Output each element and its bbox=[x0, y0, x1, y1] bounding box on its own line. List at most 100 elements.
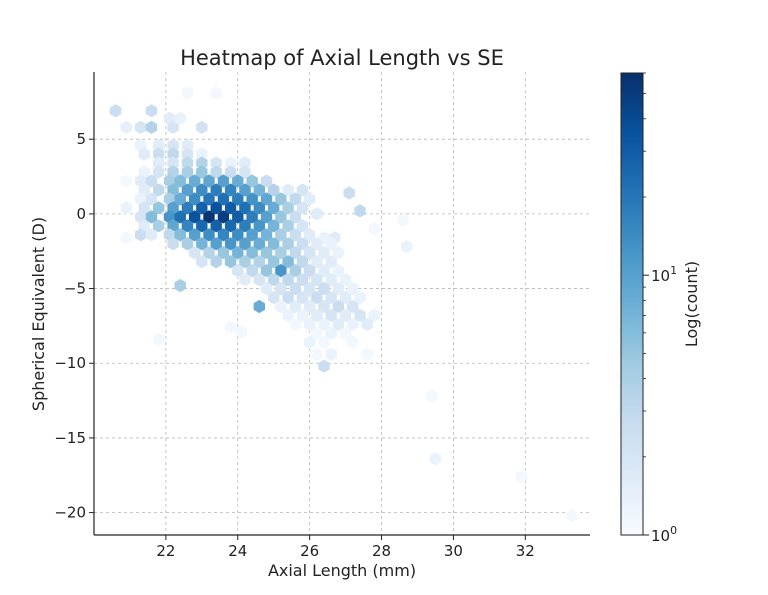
hexbin-cell bbox=[397, 213, 409, 227]
hexbin-cell bbox=[282, 219, 294, 233]
hexbin-cell bbox=[275, 228, 287, 242]
hexbin-cell bbox=[282, 237, 294, 251]
colorbar-ticks: 100 101 bbox=[643, 72, 677, 545]
hexbin-cell bbox=[217, 210, 230, 224]
hexbin-cell bbox=[120, 174, 133, 188]
hexbin-cell bbox=[275, 192, 287, 206]
hexbin-cell bbox=[318, 264, 330, 278]
x-tick-label: 24 bbox=[228, 542, 247, 560]
hexbin-cell bbox=[303, 264, 316, 278]
hexbin-cell bbox=[153, 219, 165, 233]
hexbin-cell bbox=[253, 183, 265, 197]
hexbin-cell bbox=[318, 359, 330, 373]
hexbin-cell bbox=[181, 156, 194, 170]
hexbin-cell bbox=[296, 183, 309, 197]
y-tick-label: −5 bbox=[64, 280, 86, 298]
y-tick-label: −15 bbox=[54, 429, 86, 447]
hexbin-cell bbox=[253, 237, 265, 251]
hexbin-cell bbox=[196, 201, 208, 215]
hexbin-cell bbox=[153, 332, 165, 346]
hexbin-cell bbox=[153, 183, 165, 197]
hexbin-cell bbox=[289, 246, 301, 260]
hexbin-cell bbox=[232, 192, 244, 206]
hexbin-cell bbox=[260, 210, 273, 224]
hexbin-cell bbox=[318, 282, 330, 296]
hexbin-cell bbox=[210, 201, 222, 215]
hexbin-cell bbox=[325, 308, 337, 322]
hexbin-cell bbox=[167, 138, 179, 152]
hexbin-cell bbox=[109, 104, 122, 118]
hexbin-cell bbox=[332, 264, 345, 278]
hexbin-cell bbox=[347, 335, 359, 349]
hexbin-cell bbox=[239, 165, 251, 179]
hexbin-cell bbox=[311, 290, 323, 305]
hexbin-cell bbox=[282, 290, 294, 305]
hexbin-cell bbox=[268, 273, 280, 287]
x-axis-ticks: 22 24 26 28 30 32 bbox=[156, 535, 535, 560]
hexbin-cell bbox=[235, 325, 248, 339]
hexbin-cell bbox=[239, 237, 251, 251]
hexbin-cell bbox=[174, 174, 186, 188]
hexbin-cell bbox=[153, 156, 165, 170]
hexbin-cell bbox=[253, 219, 265, 233]
hexbin-cell bbox=[289, 210, 301, 224]
colorbar bbox=[620, 72, 644, 536]
hexbin-cell bbox=[210, 183, 222, 197]
hexbin-cell bbox=[246, 174, 258, 188]
hexbin-cell bbox=[232, 174, 244, 188]
hexbin-cell bbox=[311, 347, 323, 361]
hexbin-cell bbox=[325, 255, 337, 269]
hexbin-cell bbox=[181, 237, 194, 251]
hexbin-cell bbox=[196, 156, 208, 170]
y-tick-label: −10 bbox=[54, 354, 86, 372]
hexbin-cell bbox=[120, 120, 133, 134]
hexbin-cell bbox=[339, 326, 352, 340]
hexbin-cell bbox=[347, 282, 359, 296]
hexbin-cell bbox=[224, 165, 237, 179]
x-tick-label: 30 bbox=[444, 542, 463, 560]
hexbin-cell bbox=[268, 290, 280, 305]
hexbin-cell bbox=[343, 186, 355, 200]
hexbin-cell bbox=[181, 183, 194, 197]
hexbin-cell bbox=[167, 156, 179, 170]
hexbin-cell bbox=[145, 210, 158, 224]
hexbin-cell bbox=[361, 317, 373, 331]
hexbin-cell bbox=[181, 138, 194, 152]
hexbin-cell bbox=[188, 228, 201, 242]
hexbin-cell bbox=[253, 255, 265, 269]
hexbin-cell bbox=[224, 255, 237, 269]
hexbin-cell bbox=[311, 207, 323, 221]
hexbin-cell bbox=[210, 237, 222, 251]
hexbin-cell bbox=[196, 255, 208, 269]
hexbin-cell bbox=[135, 120, 147, 134]
y-axis-label: Spherical Equivalent (D) bbox=[29, 217, 48, 411]
hexbin-cell bbox=[325, 273, 337, 287]
plot-axes bbox=[93, 72, 590, 536]
hexbin-cell bbox=[153, 147, 165, 161]
hexbin-cell bbox=[282, 308, 294, 322]
hexbin-cell bbox=[303, 335, 316, 349]
hexbin-cell bbox=[325, 326, 337, 340]
hexbin-cell bbox=[188, 210, 201, 224]
hexbin-cell bbox=[303, 299, 316, 314]
hexbin-cell bbox=[210, 165, 222, 179]
y-tick-label: −20 bbox=[54, 504, 86, 522]
hexbin-cell bbox=[232, 246, 244, 260]
hexbin-cell bbox=[318, 246, 330, 260]
hexbin-cell bbox=[325, 237, 337, 251]
hexbin-cell bbox=[282, 255, 294, 269]
hexbin-cell bbox=[203, 228, 215, 242]
hexbin-cell bbox=[232, 210, 244, 224]
hexbin-cell bbox=[174, 192, 186, 206]
hexbin-cell bbox=[174, 111, 186, 125]
hexbin-cell bbox=[347, 299, 359, 314]
hexbin-cell bbox=[282, 273, 294, 287]
hexbin-cell bbox=[275, 210, 287, 224]
hexbin-cell bbox=[203, 174, 215, 188]
hexbin-cell bbox=[196, 147, 208, 161]
hexbin-cell bbox=[516, 470, 528, 484]
hexbin-cell bbox=[167, 147, 179, 161]
hexbin-cell bbox=[260, 228, 273, 242]
hexbin-cell bbox=[246, 264, 258, 278]
hexbin-cell bbox=[232, 264, 244, 278]
